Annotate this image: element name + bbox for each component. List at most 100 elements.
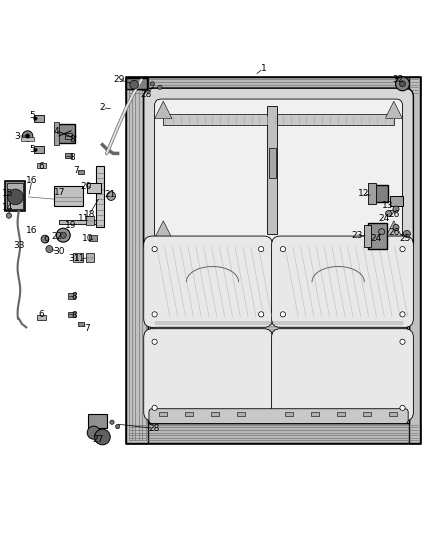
Bar (389, 412, 397, 416)
Bar (65, 153, 72, 158)
Text: 24: 24 (378, 214, 390, 223)
Polygon shape (385, 221, 403, 238)
Text: 3: 3 (15, 132, 21, 141)
Bar (89, 235, 97, 241)
Circle shape (95, 429, 110, 445)
Bar (368, 223, 387, 249)
Text: 26: 26 (388, 228, 399, 237)
Text: 29: 29 (113, 75, 125, 84)
Text: 7: 7 (84, 324, 90, 333)
Circle shape (34, 117, 37, 120)
Text: 8: 8 (69, 134, 75, 143)
Bar (152, 321, 405, 334)
Polygon shape (155, 221, 172, 238)
Bar (368, 183, 375, 204)
Circle shape (400, 246, 405, 252)
Text: 14: 14 (2, 203, 13, 212)
Bar (266, 243, 278, 421)
Bar (126, 77, 420, 442)
Bar (21, 137, 34, 141)
Text: 1: 1 (261, 64, 266, 73)
Circle shape (130, 80, 138, 89)
Circle shape (378, 229, 385, 235)
Text: 8: 8 (69, 154, 75, 162)
Text: 4: 4 (54, 127, 60, 136)
Bar (87, 183, 101, 193)
Bar (371, 185, 388, 202)
Circle shape (152, 405, 157, 410)
Polygon shape (385, 101, 403, 119)
Circle shape (110, 420, 114, 424)
Bar (311, 412, 319, 416)
Bar (7, 183, 23, 208)
Circle shape (46, 246, 53, 253)
Bar (364, 412, 371, 416)
Circle shape (41, 235, 49, 243)
Text: 28: 28 (140, 90, 152, 99)
Text: 27: 27 (92, 435, 104, 444)
Bar (88, 414, 107, 429)
Text: 25: 25 (399, 234, 410, 243)
Circle shape (152, 339, 157, 344)
Circle shape (400, 405, 405, 410)
Bar (267, 106, 277, 234)
Circle shape (396, 77, 410, 91)
Bar (337, 412, 345, 416)
Bar (55, 124, 75, 142)
Text: 33: 33 (13, 241, 25, 250)
Bar (37, 163, 46, 168)
Circle shape (400, 312, 405, 317)
Text: 5: 5 (29, 144, 35, 154)
Text: 23: 23 (351, 231, 363, 240)
Text: 15: 15 (2, 189, 13, 198)
FancyBboxPatch shape (149, 409, 408, 424)
Bar (96, 166, 104, 228)
Text: 17: 17 (54, 188, 66, 197)
Circle shape (152, 246, 157, 252)
Bar (364, 225, 371, 247)
Text: 18: 18 (84, 210, 95, 219)
Circle shape (87, 426, 100, 439)
Circle shape (7, 189, 23, 205)
FancyBboxPatch shape (144, 88, 413, 251)
Circle shape (258, 246, 264, 252)
Circle shape (393, 224, 399, 230)
Text: 12: 12 (358, 189, 369, 198)
Circle shape (25, 134, 30, 138)
Bar (163, 114, 394, 125)
Text: 2: 2 (99, 103, 105, 112)
Bar (34, 115, 44, 122)
Bar (37, 315, 46, 320)
Text: 16: 16 (26, 226, 38, 235)
Bar (86, 216, 94, 225)
Text: 21: 21 (104, 190, 116, 199)
Circle shape (280, 246, 286, 252)
Circle shape (258, 312, 264, 317)
Bar (390, 196, 403, 206)
Text: 24: 24 (371, 234, 382, 243)
Bar (59, 220, 96, 224)
Text: 5: 5 (29, 111, 35, 119)
Text: 30: 30 (53, 247, 65, 256)
Circle shape (6, 213, 11, 218)
Circle shape (400, 339, 405, 344)
FancyBboxPatch shape (144, 236, 272, 327)
Bar (148, 95, 409, 423)
Bar (34, 147, 44, 154)
Bar (126, 77, 420, 95)
Circle shape (150, 82, 155, 86)
Text: 20: 20 (80, 182, 92, 190)
Circle shape (280, 312, 286, 317)
Text: 28: 28 (148, 424, 159, 433)
Text: 26: 26 (388, 210, 399, 219)
FancyBboxPatch shape (272, 236, 413, 327)
Text: 13: 13 (381, 201, 393, 210)
Bar (285, 412, 293, 416)
Text: 6: 6 (39, 310, 44, 319)
Text: 31: 31 (68, 254, 80, 263)
Bar (237, 412, 245, 416)
Circle shape (158, 85, 162, 90)
Bar (126, 77, 148, 442)
Circle shape (403, 230, 410, 237)
Bar (67, 294, 74, 298)
